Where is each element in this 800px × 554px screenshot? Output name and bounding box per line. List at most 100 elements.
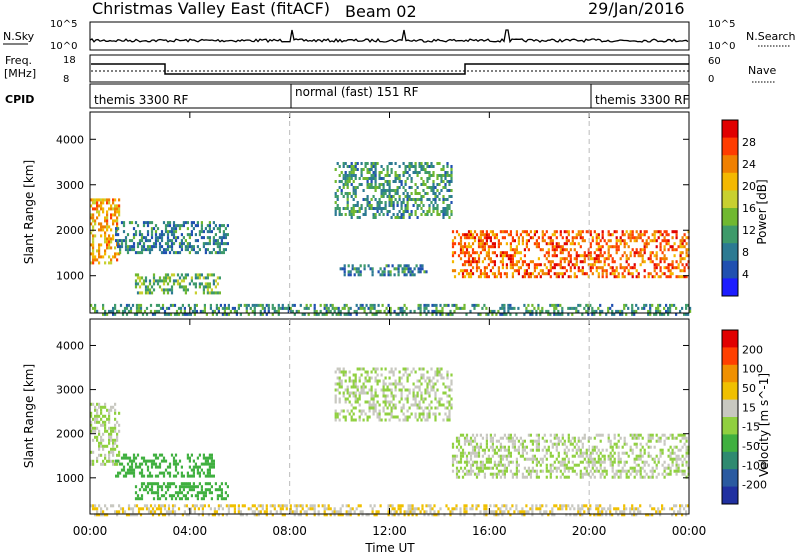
velocity-cell (148, 482, 152, 486)
power-y-tick-label: 3000 (56, 179, 84, 192)
velocity-cell (563, 475, 566, 479)
power-cell (573, 257, 576, 261)
velocity-cell (114, 510, 117, 514)
velocity-cell (507, 510, 510, 514)
velocity-cell (499, 510, 502, 514)
power-cell (681, 275, 684, 279)
power-cell (457, 233, 461, 237)
power-cell (428, 177, 431, 180)
velocity-cell (132, 456, 136, 460)
velocity-cell (180, 482, 183, 486)
power-cell (190, 230, 193, 234)
velocity-cell (370, 403, 373, 407)
power-cell (587, 254, 590, 258)
velocity-cell (356, 397, 359, 401)
velocity-cell (661, 507, 664, 511)
velocity-cell (573, 436, 576, 440)
velocity-cell (551, 463, 554, 467)
power-cell (376, 186, 379, 189)
velocity-cell (571, 469, 574, 473)
power-cell (287, 306, 290, 310)
velocity-cell (338, 376, 341, 380)
power-cell (436, 213, 439, 216)
power-cell (511, 306, 514, 310)
power-cell (426, 213, 429, 216)
nave-tick-bottom: 0 (708, 74, 714, 85)
power-cell (567, 233, 570, 237)
power-cell (167, 312, 171, 316)
power-cell (436, 207, 439, 210)
power-cell (436, 177, 439, 180)
power-cell (615, 269, 618, 273)
power-cell (108, 309, 111, 313)
power-cell (635, 236, 638, 240)
power-cell (196, 273, 199, 277)
power-cell (527, 303, 530, 307)
power-cell (313, 309, 316, 313)
power-cell (114, 210, 117, 214)
velocity-cell (400, 409, 403, 413)
power-cell (92, 306, 95, 310)
x-axis-title: Time UT (364, 541, 415, 554)
power-cell (343, 312, 346, 316)
power-cell (192, 221, 195, 225)
velocity-cell (477, 445, 481, 449)
velocity-cell (108, 420, 111, 424)
velocity-cell (368, 415, 371, 419)
velocity-cell (438, 412, 441, 416)
power-colorbar-swatch (722, 137, 738, 156)
velocity-cell (513, 433, 516, 437)
power-cell (162, 233, 166, 237)
power-cell (665, 257, 668, 261)
velocity-cell (471, 504, 474, 508)
velocity-cell (617, 439, 620, 443)
velocity-cell (448, 409, 451, 413)
power-cell (132, 245, 136, 249)
power-cell (124, 239, 128, 243)
velocity-cell (653, 445, 656, 449)
velocity-cell (557, 439, 560, 443)
power-cell (390, 198, 393, 201)
velocity-cell (547, 469, 550, 473)
velocity-cell (378, 403, 381, 407)
power-cell (499, 306, 502, 310)
power-colorbar-swatch (722, 225, 738, 244)
velocity-cell (196, 485, 199, 489)
power-cell (374, 216, 377, 219)
power-cell (166, 230, 170, 234)
velocity-cell (609, 513, 612, 517)
power-cell (561, 272, 564, 276)
velocity-cell (204, 491, 207, 495)
power-cell (315, 312, 318, 316)
velocity-cell (569, 513, 572, 517)
power-cell (96, 258, 99, 262)
power-cell (465, 260, 469, 264)
power-cell (479, 251, 482, 255)
velocity-cell (412, 367, 415, 371)
power-cell (160, 239, 164, 243)
power-cell (469, 233, 473, 237)
power-cell (277, 309, 280, 313)
velocity-cell (192, 459, 195, 463)
power-cell (507, 303, 510, 307)
velocity-cell (473, 436, 477, 440)
power-cell (671, 272, 674, 276)
power-cell (336, 198, 339, 201)
power-cell (347, 270, 350, 274)
power-cell (327, 306, 330, 310)
velocity-cell (362, 391, 365, 395)
power-cell (419, 309, 422, 313)
power-cell (182, 221, 185, 225)
velocity-cell (257, 513, 260, 517)
power-cell (585, 272, 588, 276)
velocity-cell (406, 415, 409, 419)
power-cell (477, 236, 481, 240)
velocity-cell (392, 370, 395, 374)
velocity-cell (525, 451, 528, 455)
velocity-cell (438, 397, 441, 401)
power-cell (405, 306, 408, 310)
velocity-cell (581, 454, 584, 458)
velocity-cell (499, 454, 502, 458)
velocity-cell (390, 406, 393, 410)
velocity-y-title: Slant Range [km] (22, 364, 36, 468)
